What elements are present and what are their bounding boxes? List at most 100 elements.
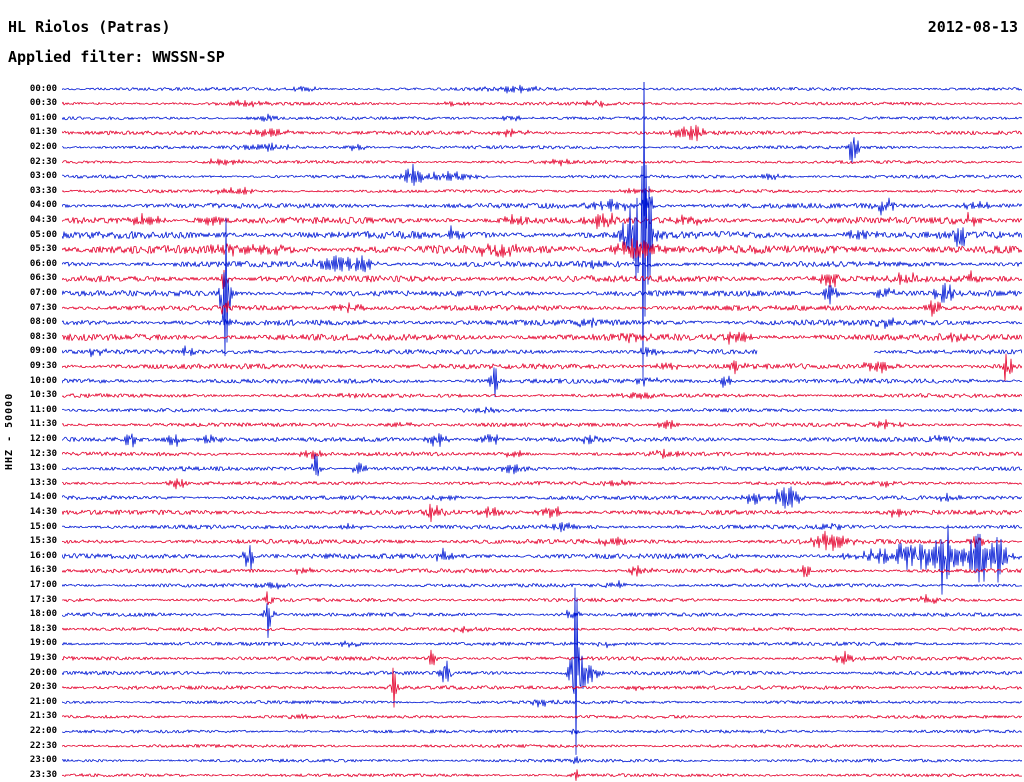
time-label-15:00: 15:00 bbox=[29, 521, 57, 532]
time-label-14:30: 14:30 bbox=[29, 506, 57, 517]
time-label-06:00: 06:00 bbox=[29, 258, 57, 269]
record-date: 2012-08-13 bbox=[927, 18, 1018, 36]
trace-row-10:30 bbox=[62, 391, 1022, 400]
trace-row-01:00 bbox=[62, 113, 1022, 122]
time-label-12:00: 12:00 bbox=[29, 433, 57, 444]
time-label-11:00: 11:00 bbox=[29, 404, 57, 415]
time-label-11:30: 11:30 bbox=[29, 419, 57, 430]
time-label-09:00: 09:00 bbox=[29, 346, 57, 357]
trace-row-05:30 bbox=[62, 238, 1022, 259]
trace-row-15:00 bbox=[62, 521, 1022, 533]
trace-row-19:00 bbox=[62, 640, 1022, 649]
trace-row-03:30 bbox=[62, 186, 1022, 195]
time-label-00:00: 00:00 bbox=[29, 83, 57, 94]
time-label-23:30: 23:30 bbox=[29, 769, 57, 780]
trace-row-01:30 bbox=[62, 124, 1022, 142]
time-label-03:00: 03:00 bbox=[29, 171, 57, 182]
time-label-15:30: 15:30 bbox=[29, 536, 57, 547]
time-label-04:00: 04:00 bbox=[29, 200, 57, 211]
trace-row-23:30 bbox=[62, 769, 1022, 781]
trace-row-22:00 bbox=[62, 728, 1022, 735]
time-label-07:00: 07:00 bbox=[29, 287, 57, 298]
trace-row-06:00 bbox=[62, 255, 1022, 273]
time-label-20:00: 20:00 bbox=[29, 667, 57, 678]
trace-row-14:00 bbox=[62, 486, 1022, 509]
time-label-18:00: 18:00 bbox=[29, 609, 57, 620]
trace-row-02:30 bbox=[62, 158, 1022, 167]
trace-row-21:00 bbox=[62, 699, 1022, 708]
seismogram-plot bbox=[62, 82, 1022, 781]
trace-row-09:00 bbox=[62, 345, 758, 358]
trace-row-13:30 bbox=[62, 478, 1022, 490]
trace-row-09:30 bbox=[62, 353, 1022, 382]
trace-row-20:00 bbox=[62, 587, 1022, 755]
time-label-13:30: 13:30 bbox=[29, 477, 57, 488]
trace-row-09:00 bbox=[873, 349, 1022, 355]
trace-row-02:00 bbox=[62, 137, 1022, 163]
time-label-00:30: 00:30 bbox=[29, 98, 57, 109]
trace-row-07:30 bbox=[62, 300, 1022, 317]
trace-row-08:30 bbox=[62, 331, 1022, 345]
time-label-21:00: 21:00 bbox=[29, 696, 57, 707]
trace-row-21:30 bbox=[62, 713, 1022, 720]
time-label-01:00: 01:00 bbox=[29, 112, 57, 123]
trace-row-04:30 bbox=[62, 211, 1022, 230]
time-label-17:00: 17:00 bbox=[29, 579, 57, 590]
trace-row-06:30 bbox=[62, 269, 1022, 290]
trace-row-13:00 bbox=[62, 453, 1022, 477]
trace-row-19:30 bbox=[62, 649, 1022, 666]
time-label-19:00: 19:00 bbox=[29, 638, 57, 649]
trace-row-11:30 bbox=[62, 419, 1022, 430]
trace-row-22:30 bbox=[62, 744, 1022, 748]
trace-row-16:00 bbox=[62, 524, 1022, 595]
trace-row-07:00 bbox=[62, 217, 1022, 357]
trace-row-23:00 bbox=[62, 756, 1022, 765]
time-label-22:30: 22:30 bbox=[29, 740, 57, 751]
trace-row-15:30 bbox=[62, 530, 1022, 552]
time-label-07:30: 07:30 bbox=[29, 302, 57, 313]
trace-row-16:30 bbox=[62, 565, 1022, 578]
trace-row-04:00 bbox=[62, 190, 1022, 229]
trace-row-14:30 bbox=[62, 503, 1022, 523]
trace-row-20:30 bbox=[62, 667, 1022, 708]
time-label-23:00: 23:00 bbox=[29, 755, 57, 766]
time-label-17:30: 17:30 bbox=[29, 594, 57, 605]
trace-row-17:30 bbox=[62, 591, 1022, 606]
trace-row-18:00 bbox=[62, 603, 1022, 638]
time-label-09:30: 09:30 bbox=[29, 360, 57, 371]
time-label-06:30: 06:30 bbox=[29, 273, 57, 284]
trace-row-17:00 bbox=[62, 580, 1022, 590]
trace-row-05:00 bbox=[62, 82, 1022, 379]
time-label-16:30: 16:30 bbox=[29, 565, 57, 576]
time-label-16:00: 16:00 bbox=[29, 550, 57, 561]
trace-row-03:00 bbox=[62, 163, 1022, 186]
trace-row-12:30 bbox=[62, 448, 1022, 460]
time-label-22:00: 22:00 bbox=[29, 725, 57, 736]
time-label-08:00: 08:00 bbox=[29, 317, 57, 328]
time-label-13:00: 13:00 bbox=[29, 463, 57, 474]
time-label-12:30: 12:30 bbox=[29, 448, 57, 459]
time-label-02:30: 02:30 bbox=[29, 156, 57, 167]
time-label-14:00: 14:00 bbox=[29, 492, 57, 503]
station-title: HL Riolos (Patras) bbox=[8, 18, 171, 36]
trace-row-10:00 bbox=[62, 367, 1022, 398]
time-label-20:30: 20:30 bbox=[29, 682, 57, 693]
time-label-05:30: 05:30 bbox=[29, 244, 57, 255]
time-label-01:30: 01:30 bbox=[29, 127, 57, 138]
trace-row-00:30 bbox=[62, 99, 1022, 108]
time-label-column: 00:00 00:30 01:00 01:30 02:00 02:30 03:00 03:30… bbox=[0, 0, 60, 780]
time-label-04:30: 04:30 bbox=[29, 214, 57, 225]
time-label-18:30: 18:30 bbox=[29, 623, 57, 634]
trace-row-08:00 bbox=[62, 311, 1022, 330]
time-label-10:30: 10:30 bbox=[29, 390, 57, 401]
time-label-21:30: 21:30 bbox=[29, 711, 57, 722]
time-label-19:30: 19:30 bbox=[29, 652, 57, 663]
time-label-03:30: 03:30 bbox=[29, 185, 57, 196]
time-label-02:00: 02:00 bbox=[29, 141, 57, 152]
trace-row-18:30 bbox=[62, 625, 1022, 634]
time-label-10:00: 10:00 bbox=[29, 375, 57, 386]
trace-row-11:00 bbox=[62, 406, 1022, 414]
filter-label: Applied filter: WWSSN-SP bbox=[8, 48, 225, 66]
time-label-08:30: 08:30 bbox=[29, 331, 57, 342]
